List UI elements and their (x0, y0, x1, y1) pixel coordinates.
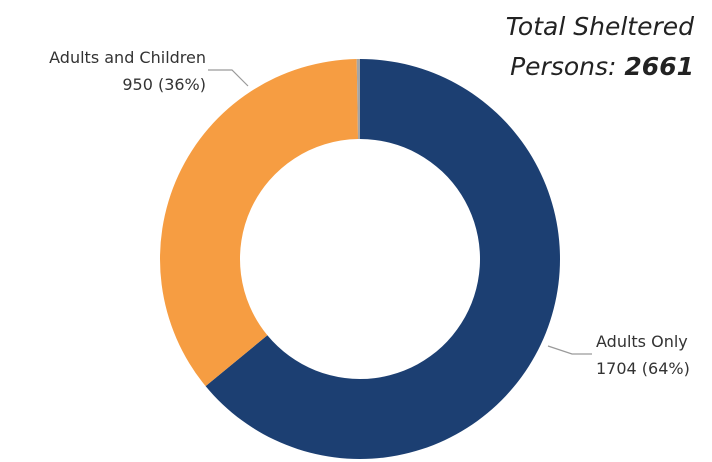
total-value: 2661 (624, 52, 694, 81)
slice-label-name-adults-and-children: Adults and Children (49, 48, 206, 67)
chart-title-line2: Persons: 2661 (510, 52, 694, 81)
donut-slices (160, 59, 560, 459)
chart-title-prefix: Total Sheltered (505, 12, 694, 41)
slice-label-value-adults-and-children: 950 (36%) (122, 75, 206, 94)
slice-adults-only (205, 59, 560, 459)
leader-line-adults-and-children (208, 69, 249, 87)
slice-labels: Adults Only 1704 (64%) Adults and Children… (49, 48, 690, 378)
leader-line-adults-only (547, 345, 592, 355)
slice-label-name-adults-only: Adults Only (596, 332, 688, 351)
slice-label-value-adults-only: 1704 (64%) (596, 359, 690, 378)
slice-other (356, 59, 360, 140)
slice-adults-and-children (160, 59, 359, 387)
chart-title-line1: Total Sheltered (506, 12, 694, 41)
chart-title-label: Persons: (510, 52, 617, 81)
